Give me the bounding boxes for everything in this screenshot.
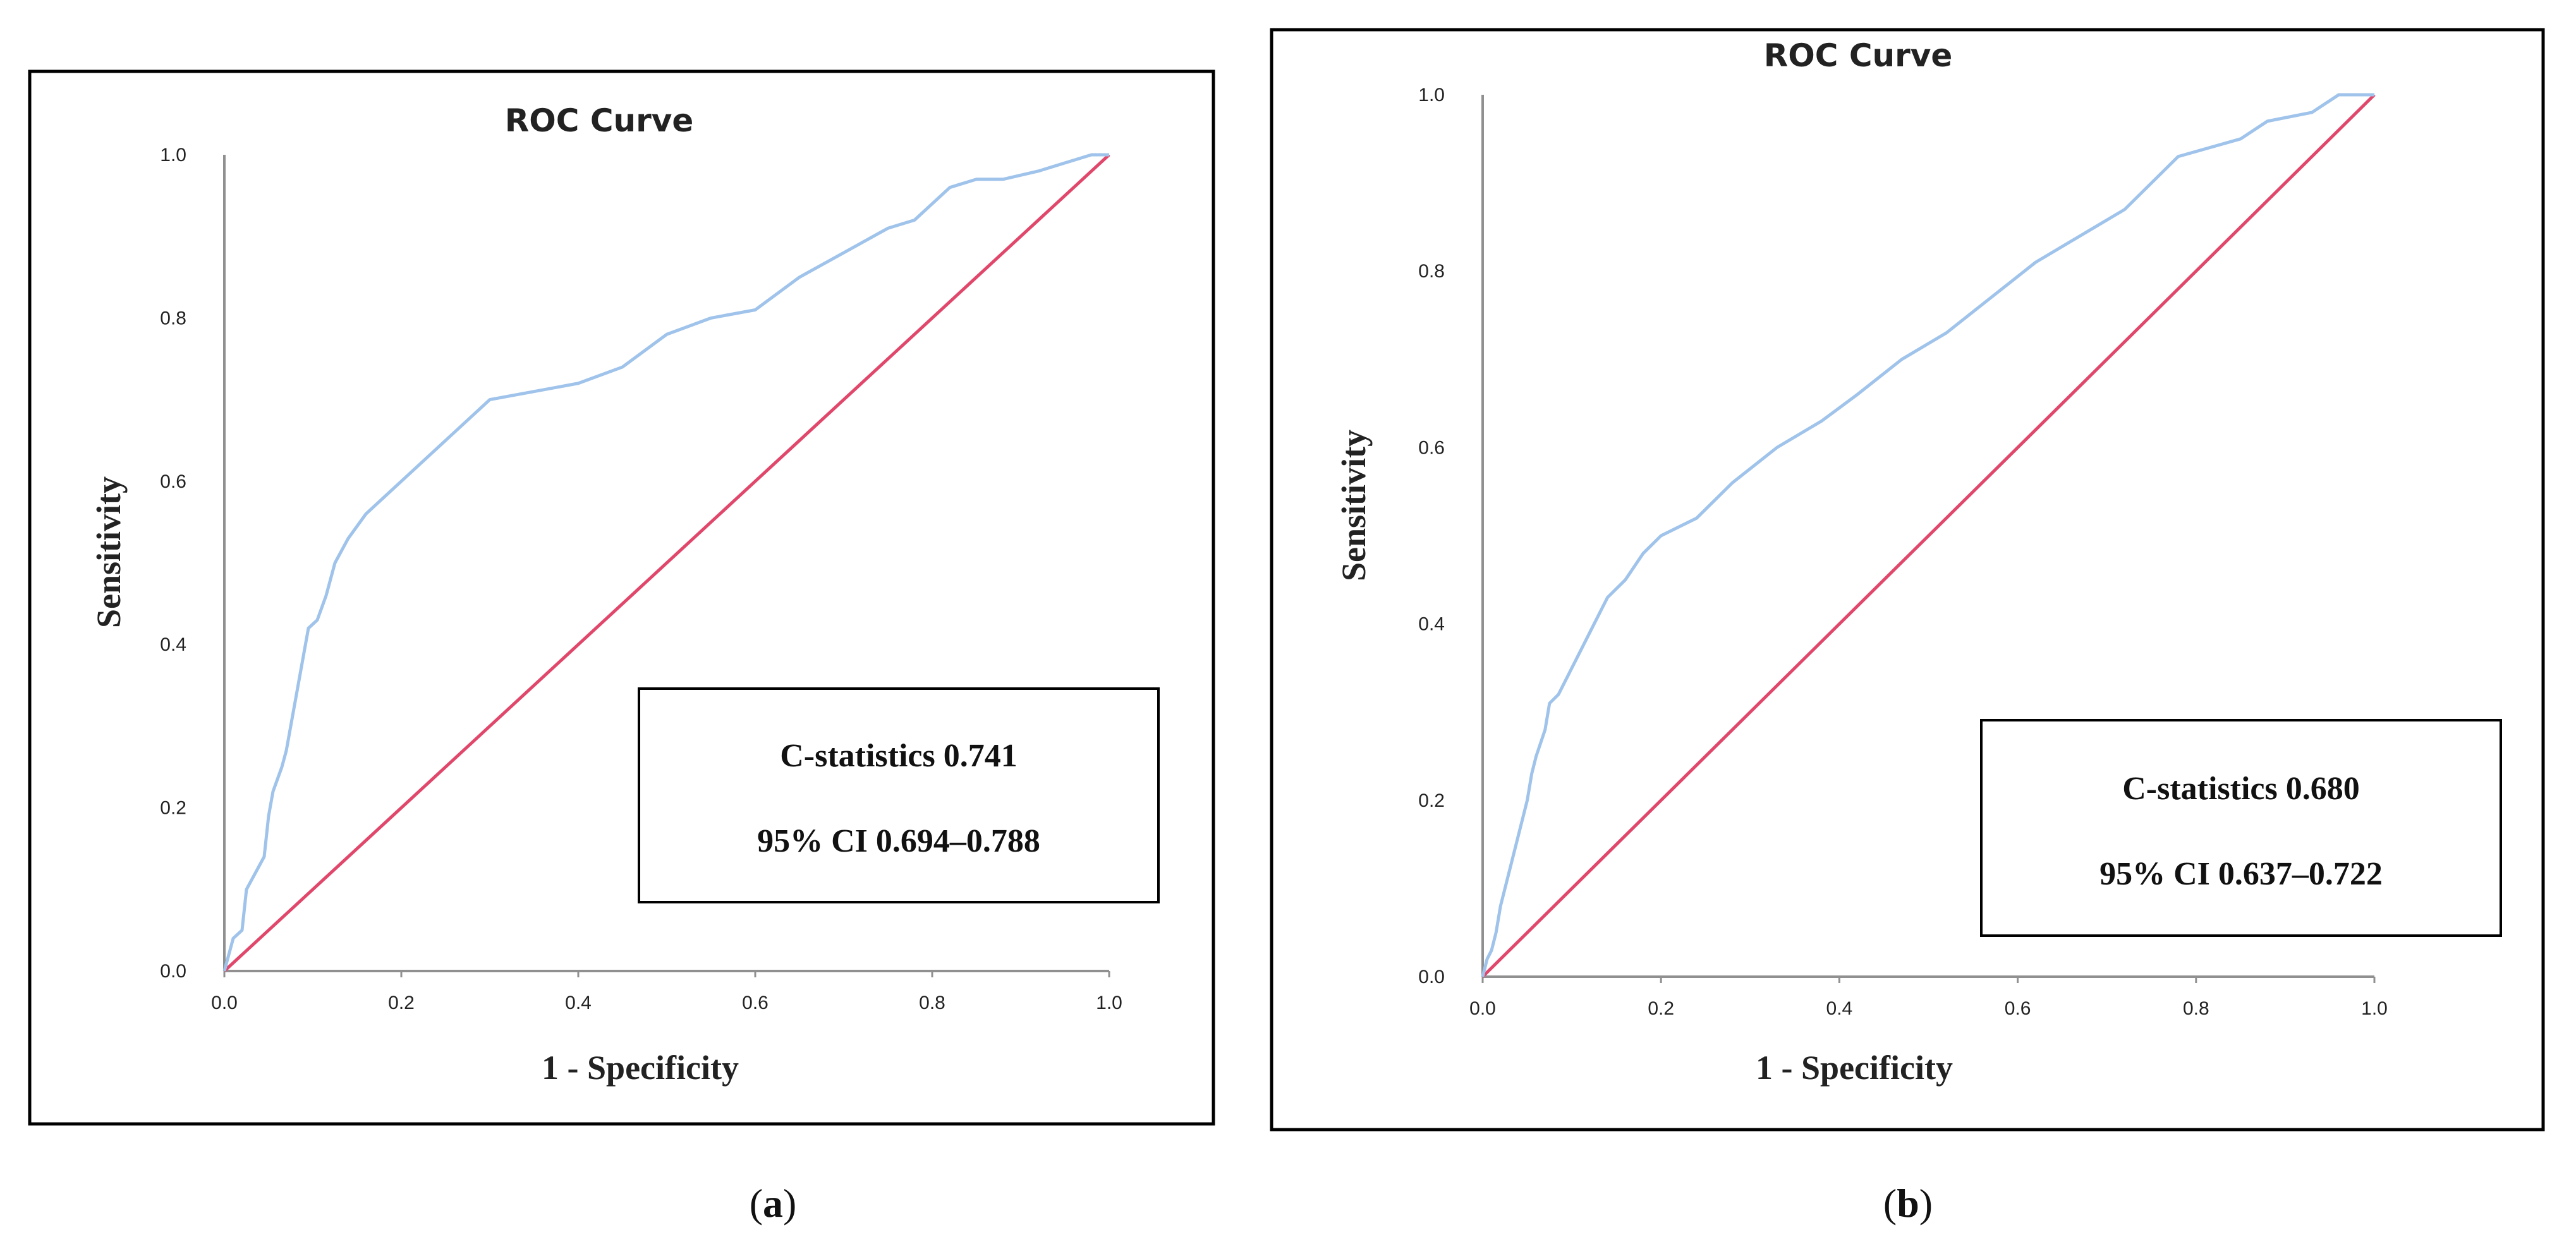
roc-curve — [222, 153, 1109, 972]
stats-box: C-statistics 0.741 95% CI 0.694–0.788 — [638, 687, 1160, 903]
x-tick-label: 0.4 — [1826, 998, 1853, 1019]
c-statistic-label: C-statistics 0.741 — [780, 738, 1018, 774]
x-tick-label: 0.2 — [388, 993, 415, 1013]
caption-letter: a — [763, 1181, 783, 1226]
y-tick-label: 1.0 — [1418, 85, 1445, 106]
x-tick-label: 1.0 — [2361, 998, 2388, 1019]
x-axis-label: 1 - Specificity — [1756, 1049, 1953, 1087]
x-axis-label: 1 - Specificity — [542, 1049, 739, 1087]
caption-close-paren: ) — [1919, 1181, 1933, 1226]
x-tick-label: 1.0 — [1096, 993, 1122, 1013]
panel-frame — [1270, 28, 2545, 1131]
x-tick-label: 0.8 — [919, 993, 945, 1013]
y-tick-label: 0.4 — [1418, 614, 1445, 635]
caption-b: (b) — [1883, 1181, 1933, 1226]
caption-open-paren: ( — [750, 1181, 763, 1226]
panel-b: ROC Curve 0.0 0.2 0.4 0.6 0.8 1.0 0.0 0.2 0.4 0.6… — [1270, 28, 2545, 1131]
y-tick-label: 0.8 — [1418, 261, 1445, 282]
confidence-interval-label: 95% CI 0.637–0.722 — [2099, 856, 2383, 892]
x-tick-label: 0.4 — [565, 993, 592, 1013]
caption-open-paren: ( — [1883, 1181, 1897, 1226]
reference-line — [1481, 94, 2376, 978]
caption-letter: b — [1897, 1181, 1919, 1226]
confidence-interval-label: 95% CI 0.694–0.788 — [757, 823, 1040, 859]
x-tick-label: 0.0 — [1469, 998, 1496, 1019]
c-statistic-label: C-statistics 0.680 — [2122, 771, 2360, 807]
caption-a: (a) — [750, 1181, 797, 1226]
stats-box-frame — [1980, 719, 2502, 937]
x-tick-label: 0.0 — [211, 993, 238, 1013]
y-axis-label: Sensitivity — [1335, 430, 1373, 581]
axes: 0.0 0.2 0.4 0.6 0.8 1.0 0.0 0.2 0.4 0.6 0.8 1.0 — [160, 145, 1122, 1013]
y-tick-label: 0.2 — [160, 798, 186, 819]
panel-a: ROC Curve 0.0 0.2 0.4 0.6 0.8 1.0 0.0 0.2 0.4 0.6… — [28, 69, 1215, 1126]
y-tick-label: 0.8 — [160, 308, 186, 329]
y-tick-label: 0.4 — [160, 634, 186, 655]
x-tick-label: 0.2 — [1648, 998, 1674, 1019]
roc-curve — [1481, 93, 2374, 977]
y-tick-label: 0.0 — [1418, 967, 1445, 987]
caption-close-paren: ) — [783, 1181, 796, 1226]
chart-title: ROC Curve — [505, 102, 694, 139]
y-tick-label: 0.6 — [160, 471, 186, 492]
stats-box: C-statistics 0.680 95% CI 0.637–0.722 — [1980, 719, 2502, 937]
reference-line — [223, 154, 1110, 972]
axes: 0.0 0.2 0.4 0.6 0.8 1.0 0.0 0.2 0.4 0.6 0.8 1.0 — [1418, 85, 2388, 1019]
x-tick-label: 0.6 — [742, 993, 769, 1013]
y-tick-label: 0.0 — [160, 961, 186, 982]
chart-title: ROC Curve — [1764, 37, 1953, 74]
x-tick-label: 0.6 — [2005, 998, 2031, 1019]
y-tick-label: 0.6 — [1418, 437, 1445, 458]
y-tick-label: 0.2 — [1418, 790, 1445, 811]
y-tick-label: 1.0 — [160, 145, 186, 166]
x-tick-label: 0.8 — [2183, 998, 2209, 1019]
y-axis-label: Sensitivity — [90, 476, 128, 628]
panel-frame — [28, 69, 1215, 1126]
stats-box-frame — [638, 687, 1160, 903]
